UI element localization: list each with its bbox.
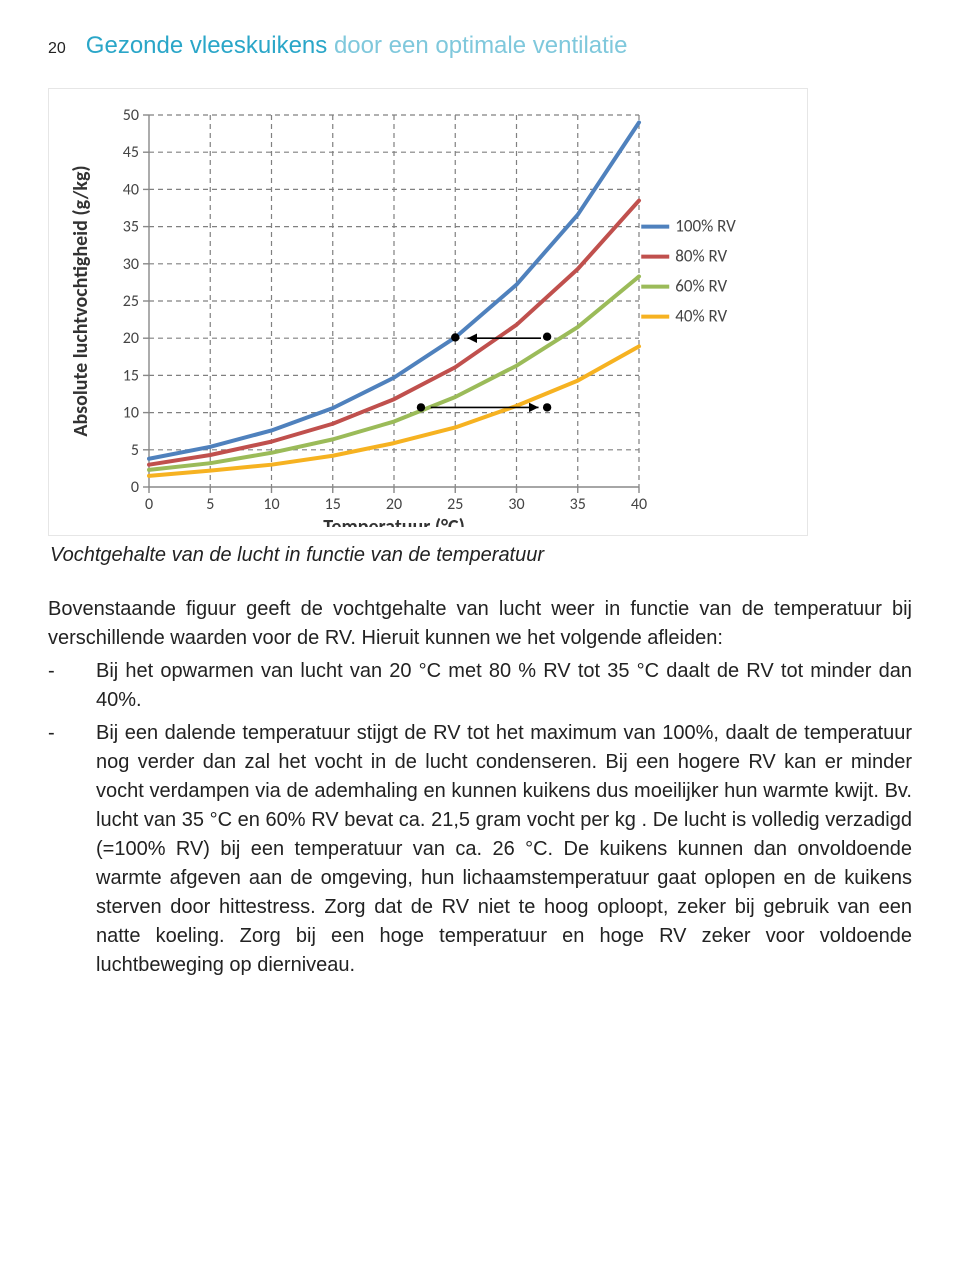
svg-text:20: 20 <box>386 495 402 514</box>
page-title-primary: Gezonde vleeskuikens <box>86 32 334 59</box>
bullet-text: Bij het opwarmen van lucht van 20 °C met… <box>96 657 912 715</box>
svg-text:40% RV: 40% RV <box>675 306 727 327</box>
svg-text:20: 20 <box>123 329 139 348</box>
svg-text:5: 5 <box>131 441 139 460</box>
page-number: 20 <box>48 40 66 58</box>
svg-text:15: 15 <box>325 495 341 514</box>
svg-text:25: 25 <box>123 292 139 311</box>
humidity-chart: 0 5 10 15 20 25 30 35 40 45 50 0 5 10 15 20 25 30 35 40 Temp… <box>48 88 808 536</box>
bullet-dash: - <box>48 719 96 980</box>
chart-caption: Vochtgehalte van de lucht in functie van… <box>50 544 912 567</box>
svg-text:30: 30 <box>123 255 139 274</box>
bullet-item: -Bij het opwarmen van lucht van 20 °C me… <box>48 657 912 715</box>
svg-text:100% RV: 100% RV <box>675 216 736 237</box>
svg-text:35: 35 <box>123 218 139 237</box>
bullet-text: Bij een dalende temperatuur stijgt de RV… <box>96 719 912 980</box>
svg-text:50: 50 <box>123 106 139 125</box>
svg-text:10: 10 <box>123 404 139 423</box>
svg-text:60% RV: 60% RV <box>675 276 727 297</box>
svg-text:Absolute luchtvochtigheid (g/k: Absolute luchtvochtigheid (g/kg) <box>69 165 93 436</box>
svg-text:25: 25 <box>447 495 463 514</box>
page: 20 Gezonde vleeskuikens door een optimal… <box>0 0 960 1032</box>
svg-text:40: 40 <box>123 180 139 199</box>
intro-paragraph: Bovenstaande figuur geeft de vochtgehalt… <box>48 595 912 653</box>
svg-text:35: 35 <box>570 495 586 514</box>
svg-text:Temperatuur (°C): Temperatuur (°C) <box>323 515 465 527</box>
svg-text:15: 15 <box>123 366 139 385</box>
svg-text:45: 45 <box>123 143 139 162</box>
humidity-chart-svg: 0 5 10 15 20 25 30 35 40 45 50 0 5 10 15 20 25 30 35 40 Temp… <box>57 97 793 527</box>
svg-text:80% RV: 80% RV <box>675 246 727 267</box>
svg-text:5: 5 <box>206 495 214 514</box>
svg-text:40: 40 <box>631 495 647 514</box>
svg-text:0: 0 <box>145 495 153 514</box>
bullet-dash: - <box>48 657 96 715</box>
page-title-secondary: door een optimale ventilatie <box>334 32 628 59</box>
svg-text:10: 10 <box>263 495 279 514</box>
bullet-item: -Bij een dalende temperatuur stijgt de R… <box>48 719 912 980</box>
page-header: 20 Gezonde vleeskuikens door een optimal… <box>48 32 912 60</box>
svg-text:0: 0 <box>131 478 139 497</box>
svg-text:30: 30 <box>508 495 524 514</box>
body-text: Bovenstaande figuur geeft de vochtgehalt… <box>48 595 912 980</box>
